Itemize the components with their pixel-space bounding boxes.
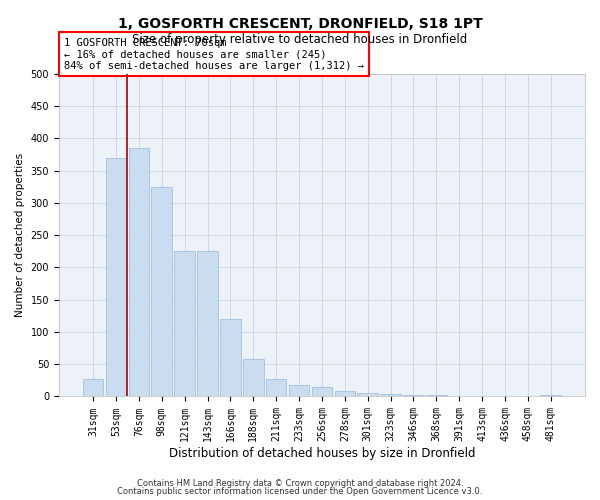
Text: 1 GOSFORTH CRESCENT: 70sqm
← 16% of detached houses are smaller (245)
84% of sem: 1 GOSFORTH CRESCENT: 70sqm ← 16% of deta… xyxy=(64,38,364,71)
Bar xyxy=(197,252,218,396)
Bar xyxy=(380,394,401,396)
X-axis label: Distribution of detached houses by size in Dronfield: Distribution of detached houses by size … xyxy=(169,447,475,460)
Bar xyxy=(335,392,355,396)
Bar xyxy=(243,359,263,397)
Bar xyxy=(289,385,310,396)
Bar xyxy=(106,158,126,396)
Text: Contains HM Land Registry data © Crown copyright and database right 2024.: Contains HM Land Registry data © Crown c… xyxy=(137,478,463,488)
Bar xyxy=(128,148,149,396)
Bar xyxy=(220,319,241,396)
Bar xyxy=(83,379,103,396)
Bar xyxy=(358,392,378,396)
Bar xyxy=(541,394,561,396)
Bar xyxy=(426,395,446,396)
Text: 1, GOSFORTH CRESCENT, DRONFIELD, S18 1PT: 1, GOSFORTH CRESCENT, DRONFIELD, S18 1PT xyxy=(118,18,482,32)
Text: Contains public sector information licensed under the Open Government Licence v3: Contains public sector information licen… xyxy=(118,487,482,496)
Y-axis label: Number of detached properties: Number of detached properties xyxy=(15,153,25,318)
Text: Size of property relative to detached houses in Dronfield: Size of property relative to detached ho… xyxy=(133,32,467,46)
Bar xyxy=(403,394,424,396)
Bar xyxy=(266,379,286,396)
Bar xyxy=(151,187,172,396)
Bar xyxy=(311,387,332,396)
Bar xyxy=(175,252,195,396)
